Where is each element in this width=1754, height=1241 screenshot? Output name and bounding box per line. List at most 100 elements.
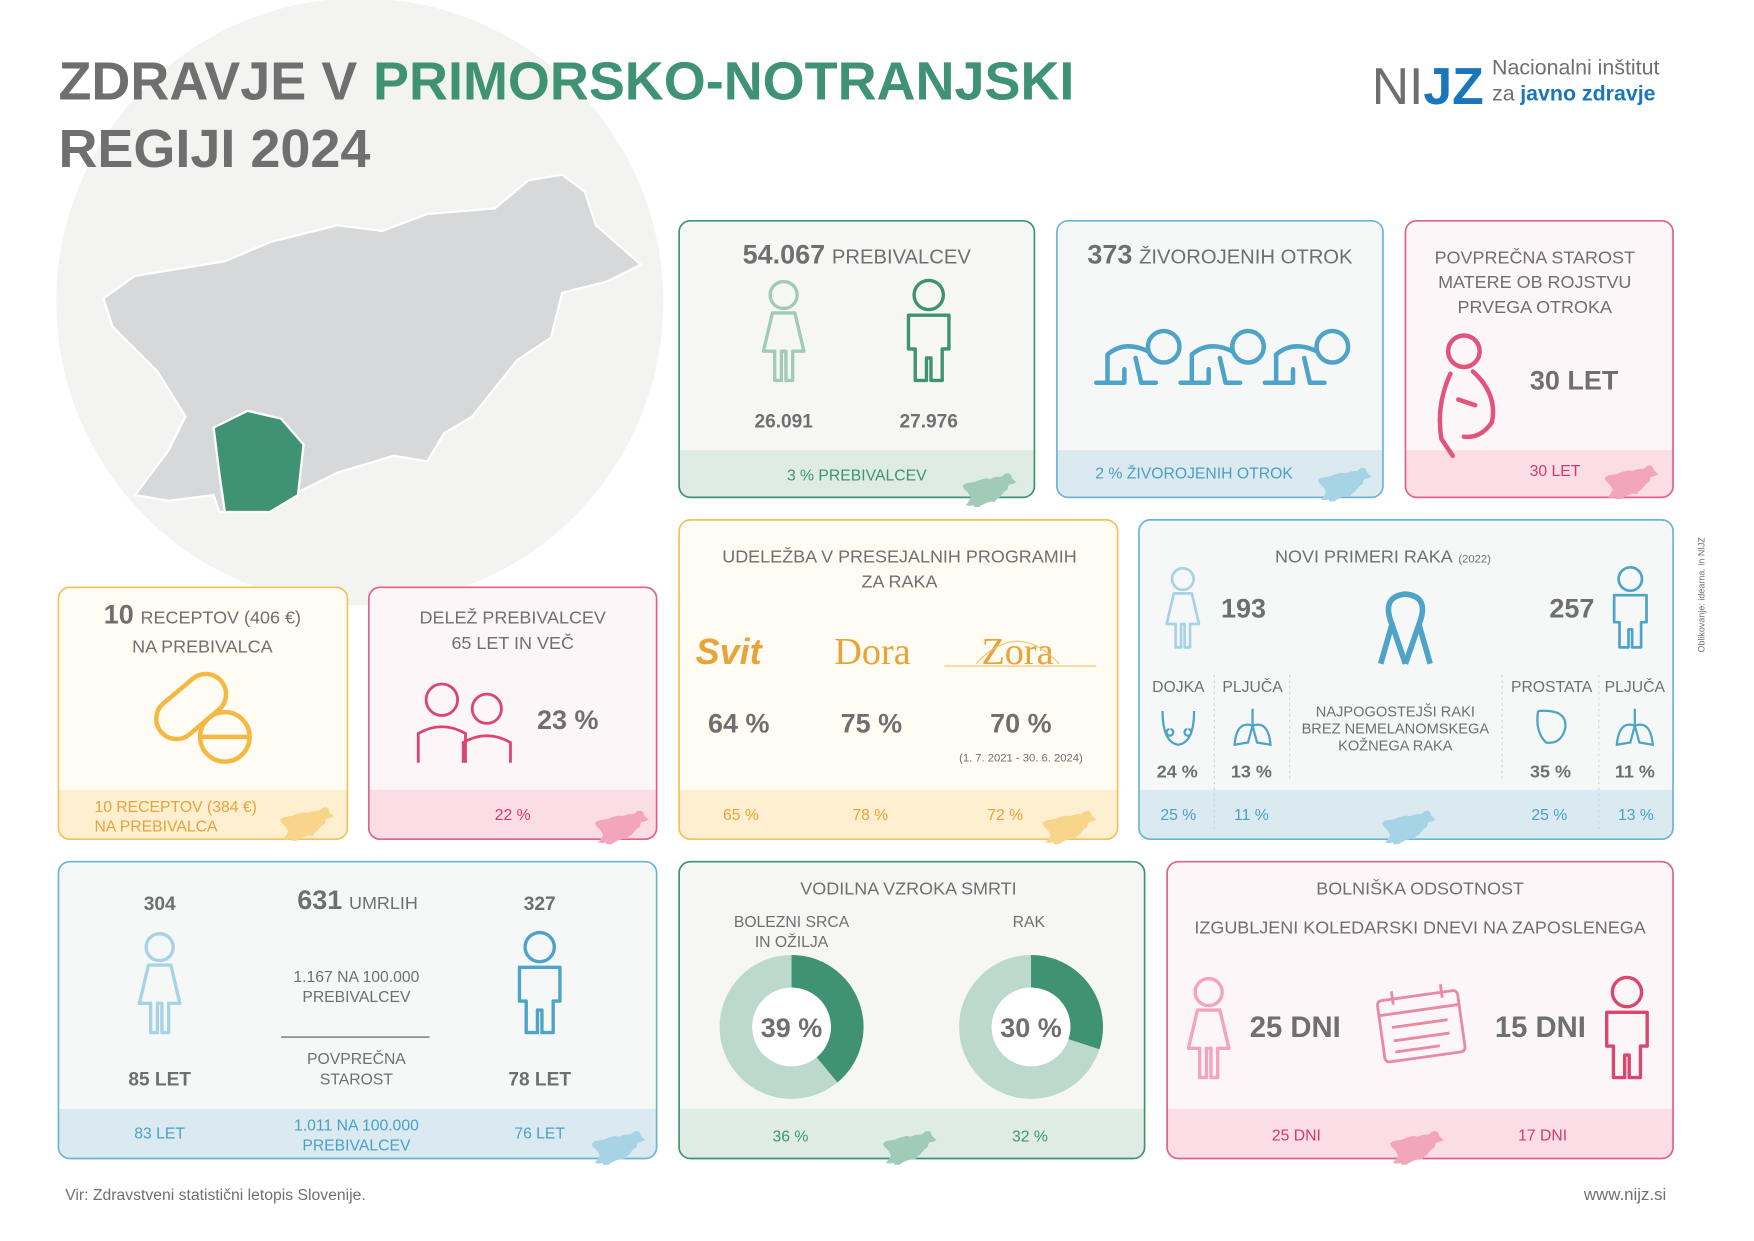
- site-name: DOJKA: [1152, 679, 1205, 696]
- panel-footer: [1167, 1109, 1674, 1159]
- donut-label: 39 %: [761, 1013, 822, 1043]
- cancer-women: 193: [1221, 594, 1266, 624]
- women-age: 85 LET: [128, 1069, 191, 1090]
- population-total: 54.067: [743, 240, 826, 270]
- panel-footer: [679, 789, 1118, 840]
- logo-line2: za javno zdravje: [1492, 81, 1656, 105]
- prescriptions-line1: RECEPTOV (406 €): [141, 607, 301, 627]
- logo-javno: javno zdravje: [1519, 81, 1655, 105]
- population-men: 27.976: [899, 412, 957, 433]
- site-name: PROSTATA: [1511, 679, 1593, 696]
- panel-border: [367, 586, 658, 841]
- sick-women: 25 DNI: [1250, 1012, 1341, 1044]
- donuts: 39 % 30 %: [719, 954, 1103, 1099]
- panels: [57, 219, 1674, 1160]
- panel-border: [678, 519, 1119, 841]
- donut-hole: [752, 987, 831, 1067]
- deaths-rate-1: 1.167 NA 100.000: [293, 969, 419, 986]
- zora-period: (1. 7. 2021 - 30. 6. 2024): [959, 753, 1083, 765]
- logo-za: za: [1492, 81, 1515, 105]
- dora-logo: Dora: [834, 631, 910, 673]
- mother-title-2: MATERE OB ROJSTVU: [1438, 272, 1631, 292]
- population-women: 26.091: [754, 412, 813, 433]
- elderly-icon: [416, 682, 512, 763]
- organ-icons: [1161, 708, 1655, 747]
- sick-men-slovenia: 17 DNI: [1518, 1128, 1567, 1145]
- panel-border: [57, 586, 349, 841]
- deaths-label: UMRLIH: [349, 893, 418, 913]
- population-label: PREBIVALCEV: [832, 247, 971, 269]
- panel-footer: [679, 450, 1035, 498]
- deaths-total: 631: [297, 885, 342, 915]
- cancer-note-3: KOŽNEGA RAKA: [1338, 737, 1453, 754]
- births-head: 373 ŽIVOROJENIH OTROK: [1087, 240, 1353, 270]
- site-slovenia: 25 %: [1531, 807, 1567, 824]
- prescriptions-head: 10 RECEPTOV (406 €): [104, 599, 301, 629]
- cause-name: BOLEZNI SRCA: [734, 914, 850, 931]
- causes-title: VODILNA VZROKA SMRTI: [800, 878, 1016, 898]
- cancer-title-text: NOVI PRIMERI RAKA: [1275, 547, 1453, 567]
- zora-decoration: [944, 640, 1097, 667]
- rate-slovenia-1: 1.011 NA 100.000: [294, 1117, 419, 1134]
- title-a: ZDRAVJE V: [58, 51, 357, 111]
- site-value: 13 %: [1231, 761, 1272, 781]
- sick-title: BOLNIŠKA ODSOTNOST: [1316, 877, 1524, 898]
- panel-border: [1404, 219, 1674, 499]
- panel-background: [1138, 519, 1674, 840]
- panel-footer: [1405, 450, 1674, 498]
- url: www.nijz.si: [1583, 1185, 1666, 1204]
- ribbon-icon: [1378, 591, 1433, 665]
- women-age-slovenia: 83 LET: [134, 1125, 185, 1142]
- deaths-rate-2: PREBIVALCEV: [302, 989, 411, 1006]
- cancer-year: (2022): [1458, 554, 1491, 566]
- panel-footer: [58, 789, 348, 840]
- births-slovenia: 2 % ŽIVOROJENIH OTROK: [1095, 463, 1293, 482]
- title: ZDRAVJE V PRIMORSKO-NOTRANJSKI: [58, 51, 1074, 111]
- cancer-men: 257: [1549, 594, 1594, 624]
- credit: Oblikovanje: idearna. in NIJZ: [1697, 537, 1707, 653]
- logo-jz: JZ: [1423, 57, 1483, 115]
- site-value: 24 %: [1157, 761, 1198, 781]
- panel-footer: [58, 1109, 657, 1159]
- site-name: PLJUČA: [1222, 677, 1283, 696]
- elderly-title-2: 65 LET IN VEČ: [451, 632, 574, 653]
- pill-icon: [154, 671, 252, 764]
- lung-icon: [1615, 708, 1655, 747]
- sick-women-slovenia: 25 DNI: [1272, 1128, 1321, 1145]
- zora-value: 70 %: [990, 708, 1051, 738]
- births-label: ŽIVOROJENIH OTROK: [1139, 246, 1353, 269]
- cause-slovenia: 32 %: [1012, 1129, 1048, 1146]
- deaths-head: 631 UMRLIH: [297, 885, 418, 915]
- screening-title-1: UDELEŽBA V PRESEJALNIH PROGRAMIH: [722, 547, 1076, 567]
- donut-hole: [991, 987, 1071, 1067]
- panel-background: [679, 519, 1118, 840]
- mother-value: 30 LET: [1530, 365, 1619, 395]
- panel-background: [368, 587, 657, 840]
- panel-border: [678, 219, 1036, 499]
- site-value: 35 %: [1530, 761, 1571, 781]
- logo-mark: NIJZ: [1372, 57, 1484, 115]
- title-c: REGIJI 2024: [58, 119, 370, 179]
- men-age-slovenia: 76 LET: [514, 1125, 565, 1142]
- source: Vir: Zdravstveni statistični letopis Slo…: [65, 1187, 366, 1204]
- cancer-note-2: BREZ NEMELANOMSKEGA: [1302, 721, 1490, 737]
- site-slovenia: 11 %: [1234, 807, 1269, 824]
- cancer-title: NOVI PRIMERI RAKA (2022): [1275, 547, 1491, 567]
- donut-label: 30 %: [1000, 1013, 1061, 1043]
- births-total: 373: [1087, 240, 1132, 270]
- cause-name: IN OŽILJA: [755, 932, 829, 951]
- elderly-value: 23 %: [537, 705, 598, 735]
- sick-subtitle: IZGUBLJENI KOLEDARSKI DNEVI NA ZAPOSLENE…: [1194, 918, 1645, 938]
- logo-line1: Nacionalni inštitut: [1492, 56, 1659, 80]
- panel-border: [57, 860, 658, 1160]
- cause-slovenia: 36 %: [772, 1129, 808, 1146]
- cancer-note-1: NAJPOGOSTEJŠI RAKI: [1316, 704, 1475, 721]
- site-value: 11 %: [1615, 761, 1655, 781]
- svit-slovenia: 65 %: [723, 807, 759, 824]
- men-age: 78 LET: [508, 1069, 571, 1090]
- prescriptions-line2: NA PREBIVALCA: [132, 637, 272, 657]
- cause-name: RAK: [1013, 914, 1046, 931]
